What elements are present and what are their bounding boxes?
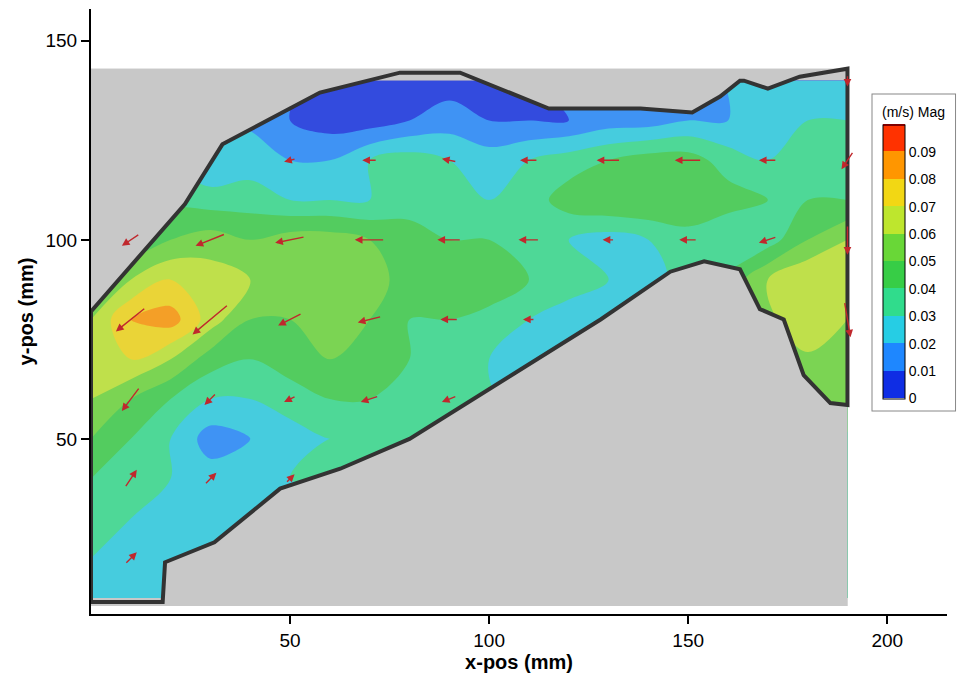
svg-text:0.06: 0.06 [909, 226, 936, 242]
svg-text:0.03: 0.03 [909, 308, 936, 324]
svg-text:0.09: 0.09 [909, 144, 936, 160]
svg-text:200: 200 [871, 630, 903, 651]
svg-text:y-pos (mm): y-pos (mm) [15, 258, 37, 366]
svg-text:150: 150 [672, 630, 704, 651]
svg-text:(m/s) Mag: (m/s) Mag [882, 104, 945, 120]
svg-text:0.08: 0.08 [909, 171, 936, 187]
svg-text:0: 0 [909, 390, 917, 406]
svg-text:0.07: 0.07 [909, 199, 936, 215]
svg-text:100: 100 [45, 230, 77, 251]
svg-text:150: 150 [45, 30, 77, 51]
svg-text:50: 50 [56, 429, 77, 450]
svg-text:x-pos (mm): x-pos (mm) [465, 651, 573, 673]
svg-text:0.04: 0.04 [909, 281, 936, 297]
svg-text:0.05: 0.05 [909, 253, 936, 269]
svg-text:0.01: 0.01 [909, 363, 936, 379]
svg-text:0.02: 0.02 [909, 336, 936, 352]
svg-text:50: 50 [279, 630, 300, 651]
svg-text:100: 100 [473, 630, 505, 651]
